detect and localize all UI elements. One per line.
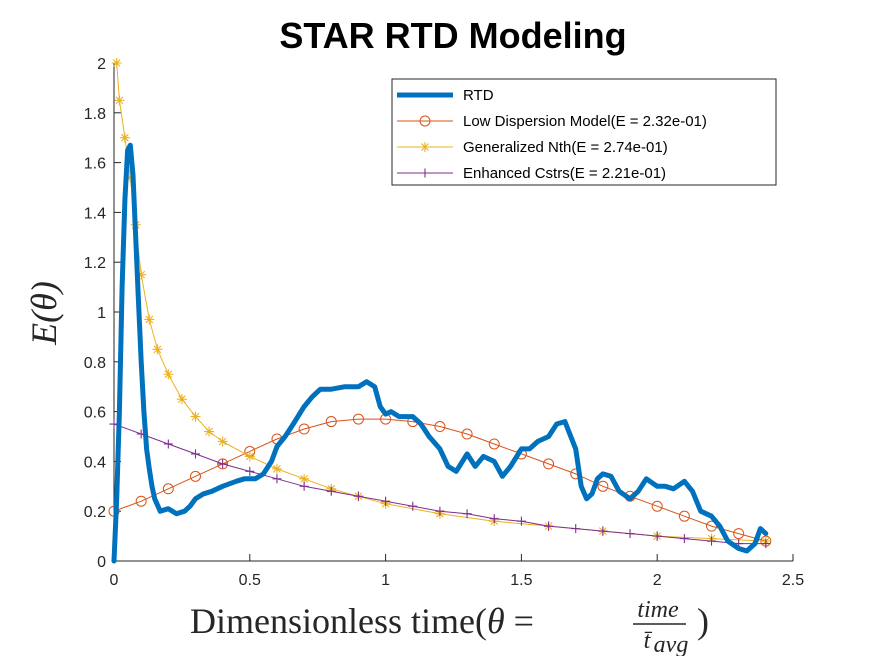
legend-entry-label: Low Dispersion Model(E = 2.32e-01) (463, 113, 707, 130)
data-point (119, 132, 130, 143)
data-point (163, 439, 173, 449)
data-point (111, 58, 122, 68)
legend-marker (420, 168, 430, 178)
data-point (217, 436, 228, 447)
y-tick-label: 1.2 (84, 255, 106, 272)
data-point (189, 470, 201, 482)
x-tick-label: 2 (653, 572, 662, 589)
data-point (353, 491, 363, 501)
data-point (190, 449, 200, 459)
x-axis-label-denominator: t̄ (644, 628, 653, 654)
chart-title: STAR RTD Modeling (279, 15, 626, 56)
x-axis-label-denominator-sub: avg (654, 632, 689, 656)
data-point (152, 344, 163, 355)
series-layer (108, 58, 772, 564)
data-point (625, 529, 635, 539)
data-point (218, 459, 228, 469)
data-point (326, 486, 336, 496)
data-point (299, 481, 309, 491)
x-axis-label-prefix: Dimensionless time(θ = (190, 601, 534, 641)
axis-ticks: 0 0.5 1 1.5 2 2.5 0 0.2 0.4 0.6 0.8 1 1.2 1.4 1.6 1.8 2 (84, 56, 804, 589)
x-axis-label-numerator: time (637, 597, 679, 623)
data-point (298, 423, 310, 435)
data-point (352, 413, 364, 425)
x-tick-label: 2.5 (782, 572, 804, 589)
legend-entry-label: Generalized Nth(E = 2.74e-01) (463, 139, 668, 156)
y-axis-label: E(θ) (24, 281, 64, 346)
data-point (488, 438, 500, 450)
y-tick-label: 0.6 (84, 405, 106, 422)
data-point (114, 95, 125, 106)
data-point (678, 510, 690, 522)
x-axis-label: Dimensionless time(θ = time t̄ avg ) (190, 597, 709, 656)
data-point (125, 172, 136, 183)
data-point (408, 501, 418, 511)
series-line (111, 142, 769, 564)
data-point (162, 483, 174, 495)
data-point (136, 269, 147, 280)
legend-box (391, 78, 777, 186)
data-point (217, 458, 229, 470)
y-tick-label: 1.8 (84, 106, 106, 123)
data-point (516, 516, 526, 526)
y-tick-label: 0.2 (84, 504, 106, 521)
x-tick-label: 1 (381, 572, 390, 589)
y-tick-label: 2 (97, 56, 106, 73)
data-point (651, 500, 663, 512)
series-0 (111, 142, 769, 564)
y-axis-label-text: E(θ) (24, 281, 64, 346)
data-point (271, 463, 282, 474)
y-tick-label: 1.4 (84, 205, 106, 222)
x-tick-label: 0 (110, 572, 119, 589)
legend-entry-label: Enhanced Cstrs(E = 2.21e-01) (463, 165, 666, 182)
data-point (679, 534, 689, 544)
data-point (733, 528, 745, 540)
data-point (176, 394, 187, 405)
data-point (543, 458, 555, 470)
x-axis-label-suffix: ) (697, 601, 709, 641)
data-point (325, 416, 337, 428)
data-point (244, 451, 255, 462)
data-point (434, 421, 446, 433)
data-point (761, 539, 771, 549)
y-tick-label: 0.4 (84, 454, 106, 471)
data-point (461, 428, 473, 440)
y-tick-label: 0 (97, 554, 106, 571)
data-point (144, 314, 155, 325)
data-point (652, 531, 662, 541)
data-point (462, 509, 472, 519)
data-point (598, 526, 608, 536)
data-point (272, 474, 282, 484)
data-point (299, 473, 310, 484)
data-point (190, 411, 201, 422)
y-tick-label: 1 (97, 305, 106, 322)
data-point (489, 514, 499, 524)
legend-marker (420, 142, 430, 152)
legend: RTD Low Dispersion Model(E = 2.32e-01) Gen… (391, 78, 777, 186)
x-tick-label: 1.5 (510, 572, 532, 589)
y-tick-label: 1.6 (84, 156, 106, 173)
data-point (163, 369, 174, 380)
data-point (707, 536, 717, 546)
x-tick-label: 0.5 (239, 572, 261, 589)
data-point (435, 506, 445, 516)
data-point (204, 426, 215, 437)
legend-marker (419, 115, 431, 127)
data-point (597, 480, 609, 492)
series-3 (109, 419, 771, 549)
data-point (135, 495, 147, 507)
legend-entry-label: RTD (463, 87, 494, 104)
data-point (381, 496, 391, 506)
y-tick-label: 0.8 (84, 355, 106, 372)
data-point (245, 466, 255, 476)
data-point (544, 521, 554, 531)
data-point (571, 524, 581, 534)
